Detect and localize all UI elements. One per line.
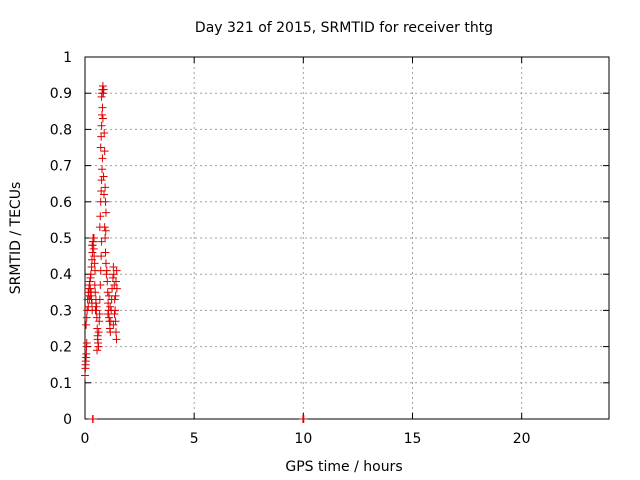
data-point [98, 114, 107, 123]
data-point [96, 212, 105, 221]
data-point [100, 129, 109, 138]
y-tick-label: 0.3 [50, 303, 72, 319]
x-tick-labels: 0 5 10 15 20 [81, 431, 531, 447]
y-tick-label: 1 [63, 50, 72, 66]
data-point [81, 371, 89, 380]
data-point [88, 248, 97, 257]
data-point [101, 183, 110, 192]
data-point [93, 324, 102, 333]
data-point [112, 277, 121, 286]
y-tick-label: 0.9 [50, 86, 72, 102]
data-point [94, 342, 103, 351]
data-point [84, 302, 93, 311]
chart-title: Day 321 of 2015, SRMTID for receiver tht… [195, 20, 493, 36]
data-point [91, 288, 100, 297]
data-point [91, 306, 100, 315]
data-point [86, 270, 95, 279]
y-tick-label: 0 [63, 412, 72, 428]
data-point [110, 295, 119, 304]
data-point [90, 259, 99, 268]
data-point [97, 237, 106, 246]
data-point [91, 299, 100, 308]
data-point [88, 237, 97, 246]
data-point [90, 252, 99, 261]
data-point [86, 284, 95, 293]
data-point [97, 252, 106, 261]
data-point [111, 306, 120, 315]
y-tick-label: 0.5 [50, 231, 72, 247]
data-point [99, 190, 108, 199]
data-point [101, 208, 110, 217]
data-point [98, 81, 107, 90]
data-point [101, 248, 110, 257]
data-point [109, 262, 118, 271]
data-point [101, 234, 110, 242]
data-point [89, 244, 98, 253]
y-axis-label: SRMTID / TECUs [8, 182, 24, 295]
data-point [101, 259, 110, 268]
data-point [100, 223, 109, 232]
data-point [112, 266, 121, 275]
data-point [111, 291, 120, 300]
data-point [89, 415, 98, 423]
x-axis-label: GPS time / hours [285, 459, 402, 475]
data-point [86, 291, 95, 300]
data-point [103, 277, 112, 286]
x-tick-label: 10 [294, 431, 312, 447]
data-point [95, 295, 104, 304]
x-tick-label: 15 [404, 431, 422, 447]
data-point [99, 172, 108, 181]
data-point [96, 143, 105, 152]
y-tick-label: 0.1 [50, 376, 72, 392]
data-point [109, 320, 118, 329]
data-point [112, 284, 121, 293]
data-point [89, 234, 98, 242]
data-point [82, 320, 91, 329]
data-point [101, 226, 110, 235]
data-point [299, 415, 308, 423]
data-point [82, 313, 91, 322]
y-tick-label: 0.2 [50, 340, 72, 356]
y-tick-label: 0.7 [50, 159, 72, 175]
data-point [98, 110, 107, 119]
data-point [98, 103, 107, 112]
data-point [99, 85, 108, 94]
data-point [100, 147, 109, 156]
y-tick-labels: 0 0.1 0.2 0.3 0.4 0.5 0.6 0.7 0.8 0.9 1 [50, 50, 72, 428]
data-point [88, 241, 97, 250]
x-tick-label: 5 [190, 431, 199, 447]
data-point [95, 310, 104, 319]
grid-lines [85, 57, 609, 419]
data-point [93, 346, 102, 355]
data-point [106, 302, 115, 311]
data-points [81, 81, 308, 423]
data-point [98, 154, 107, 163]
y-tick-label: 0.4 [50, 267, 72, 283]
data-point [93, 335, 102, 344]
data-point [82, 338, 91, 347]
data-point [111, 317, 120, 326]
x-tick-label: 0 [81, 431, 90, 447]
data-point [85, 277, 94, 286]
data-point [95, 317, 104, 326]
data-point [112, 335, 121, 344]
data-point [94, 328, 103, 337]
data-point [98, 165, 107, 174]
data-point [112, 328, 121, 337]
data-point [103, 288, 112, 297]
data-point [97, 176, 106, 185]
y-tick-label: 0.6 [50, 195, 72, 211]
x-tick-label: 20 [513, 431, 531, 447]
data-point [97, 121, 106, 130]
data-point [82, 349, 91, 358]
data-point [92, 302, 101, 311]
data-point [96, 281, 105, 290]
data-point [102, 266, 111, 275]
y-tick-label: 0.8 [50, 122, 72, 138]
data-point [110, 310, 119, 319]
data-point [104, 299, 113, 308]
data-point [101, 197, 110, 206]
